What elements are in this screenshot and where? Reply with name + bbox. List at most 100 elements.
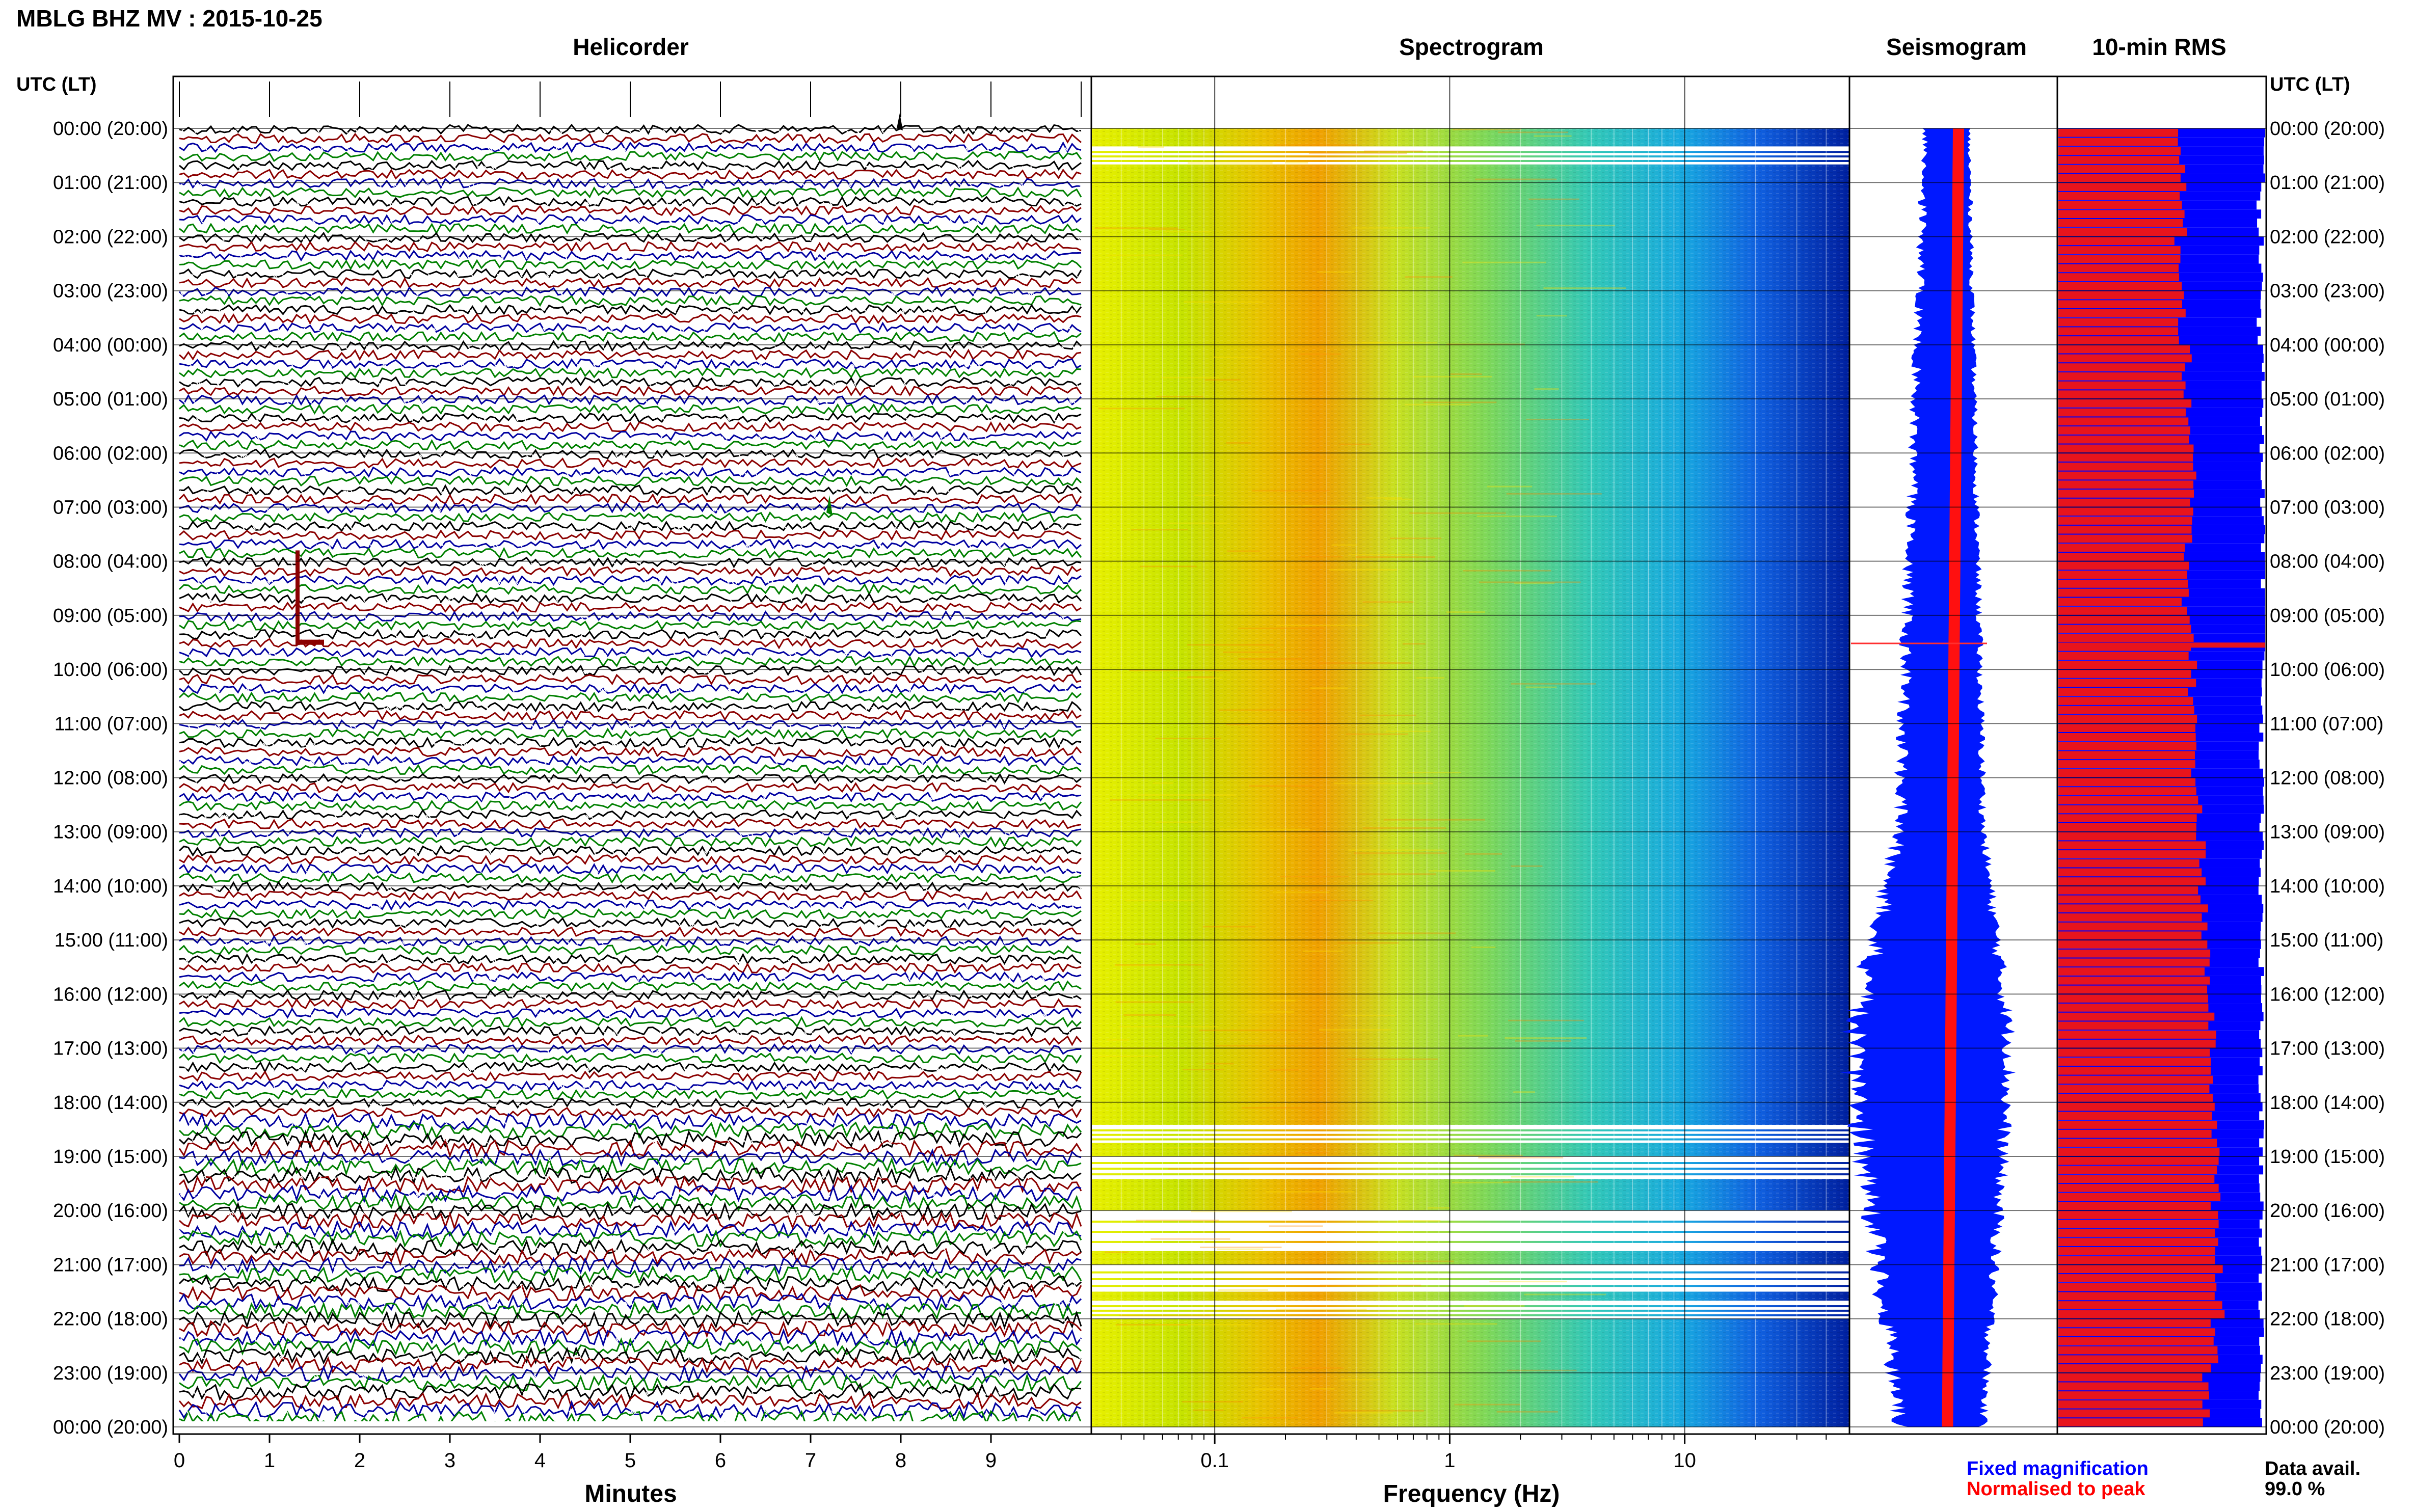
time-label-left: 08:00 (04:00)	[53, 551, 168, 573]
helicorder-trace	[179, 222, 1082, 235]
spectrogram-streak	[1295, 1151, 1328, 1153]
helicorder-flecks	[187, 1374, 1075, 1378]
helicorder-trace	[178, 1274, 1082, 1293]
spectrogram-streak	[1276, 625, 1369, 627]
helicorder-trace	[179, 971, 1082, 983]
spectrogram-streak	[1340, 342, 1437, 344]
helicorder-trace	[179, 430, 1082, 442]
helicorder-trace	[179, 1034, 1082, 1046]
spectrogram-streak	[1241, 1417, 1298, 1419]
helicorder-flecks	[205, 147, 1083, 151]
helicorder-trace	[178, 1129, 1082, 1150]
legend-fixed: Fixed magnification	[1967, 1458, 2149, 1479]
helicorder-trace	[178, 944, 1082, 956]
helicorder-trace	[179, 1337, 1082, 1357]
rms-bar-normalised	[2058, 426, 2190, 435]
time-label-left: 20:00 (16:00)	[53, 1200, 168, 1222]
spectrogram-streak	[1413, 375, 1492, 377]
helicorder-flecks	[193, 310, 1077, 314]
helicorder-trace	[179, 168, 1082, 180]
helicorder-trace	[179, 1097, 1082, 1110]
helicorder-flecks	[179, 851, 1059, 855]
helicorder-trace	[179, 331, 1082, 343]
spectrogram-title: Spectrogram	[1399, 34, 1544, 60]
spectrogram-streak	[1156, 821, 1198, 823]
helicorder-trace	[179, 899, 1082, 911]
spectrogram-streak	[1194, 495, 1218, 497]
rms-bar-normalised	[2058, 480, 2194, 489]
helicorder-flecks	[238, 166, 1067, 170]
rms-bar-normalised	[2058, 1085, 2210, 1093]
helicorder-trace	[179, 926, 1082, 938]
helicorder-flecks	[200, 941, 1028, 945]
helicorder-trace	[179, 808, 1082, 821]
rms-bar-normalised	[2058, 1247, 2215, 1255]
rms-bar-normalised	[2058, 1156, 2219, 1165]
spectrogram-streak	[1317, 271, 1354, 273]
rms-bar-normalised	[2058, 246, 2181, 254]
rms-bar-normalised	[2058, 625, 2191, 633]
spectrogram-streak	[1366, 497, 1403, 499]
rms-bar-normalised	[2058, 1021, 2209, 1030]
helicorder-tick-label: 1	[264, 1449, 275, 1472]
helicorder-flecks	[191, 274, 1078, 278]
rms-bar-normalised	[2058, 1175, 2215, 1183]
spectrogram-streak	[1218, 1289, 1268, 1291]
helicorder-trace	[179, 1373, 1082, 1392]
helicorder-flecks	[219, 1031, 1071, 1035]
rms-bar-normalised	[2058, 1039, 2216, 1048]
spectrogram-streak	[1362, 601, 1414, 603]
spectrogram-streak	[1458, 1035, 1488, 1037]
time-label-left: 09:00 (05:00)	[53, 605, 168, 627]
spectrogram-streak	[1479, 581, 1581, 583]
rms-bar-normalised	[2058, 1094, 2213, 1102]
rms-bar-normalised	[2058, 273, 2180, 281]
helicorder-flecks	[180, 292, 1069, 296]
rms-bar-normalised	[2058, 372, 2182, 381]
spectrogram-streak	[1346, 733, 1408, 735]
helicorder-flecks	[210, 1248, 1080, 1252]
helicorder-flecks	[192, 634, 1063, 638]
spectrogram-streak	[1478, 1156, 1564, 1158]
helicorder-flecks	[181, 1049, 1055, 1054]
spectrogram-gap-stripe	[1092, 1230, 1849, 1233]
spectrogram-streak	[1105, 1251, 1129, 1253]
rms-bar-normalised	[2058, 615, 2190, 624]
helicorder-flecks	[216, 797, 1078, 801]
helicorder-flecks	[217, 1085, 1073, 1089]
helicorder-trace	[179, 1043, 1082, 1055]
spectrogram-streak	[1361, 342, 1383, 344]
rms-bar-normalised	[2058, 552, 2184, 561]
helicorder-trace	[179, 637, 1082, 650]
helicorder-flecks	[182, 1410, 1072, 1414]
spectrogram-streak	[1205, 1063, 1234, 1065]
helicorder-flecks	[232, 202, 1076, 206]
spectrogram-gap-stripe	[1092, 155, 1849, 158]
rms-bar-normalised	[2058, 688, 2188, 696]
helicorder-trace	[179, 655, 1082, 668]
spectrogram-streak	[1310, 900, 1374, 902]
spectrogram-streak	[1300, 556, 1343, 558]
helicorder-trace	[179, 268, 1082, 279]
rms-bar-normalised	[2058, 1256, 2215, 1264]
helicorder-flecks	[184, 580, 1069, 584]
time-label-right: 16:00 (12:00)	[2270, 984, 2385, 1005]
spectrogram-streak	[1528, 198, 1579, 200]
rms-bar-normalised	[2058, 1301, 2222, 1309]
helicorder-flecks	[222, 544, 1072, 548]
rms-bar-normalised	[2058, 679, 2196, 687]
helicorder-flecks	[219, 743, 1071, 747]
helicorder-flecks	[179, 833, 1015, 837]
helicorder-trace	[178, 691, 1082, 704]
helicorder-trace	[179, 683, 1082, 695]
spectrogram-streak	[1508, 1019, 1584, 1021]
helicorder-trace	[179, 475, 1082, 488]
spectrogram-gap-stripe	[1092, 1162, 1849, 1165]
rms-bar-normalised	[2058, 309, 2186, 317]
rms-bar-normalised	[2058, 1220, 2219, 1228]
spectrogram-streak	[1511, 865, 1543, 867]
rms-bar-normalised	[2058, 237, 2175, 246]
time-label-left: 11:00 (07:00)	[55, 713, 168, 735]
spectrogram-streak	[1253, 1388, 1285, 1390]
